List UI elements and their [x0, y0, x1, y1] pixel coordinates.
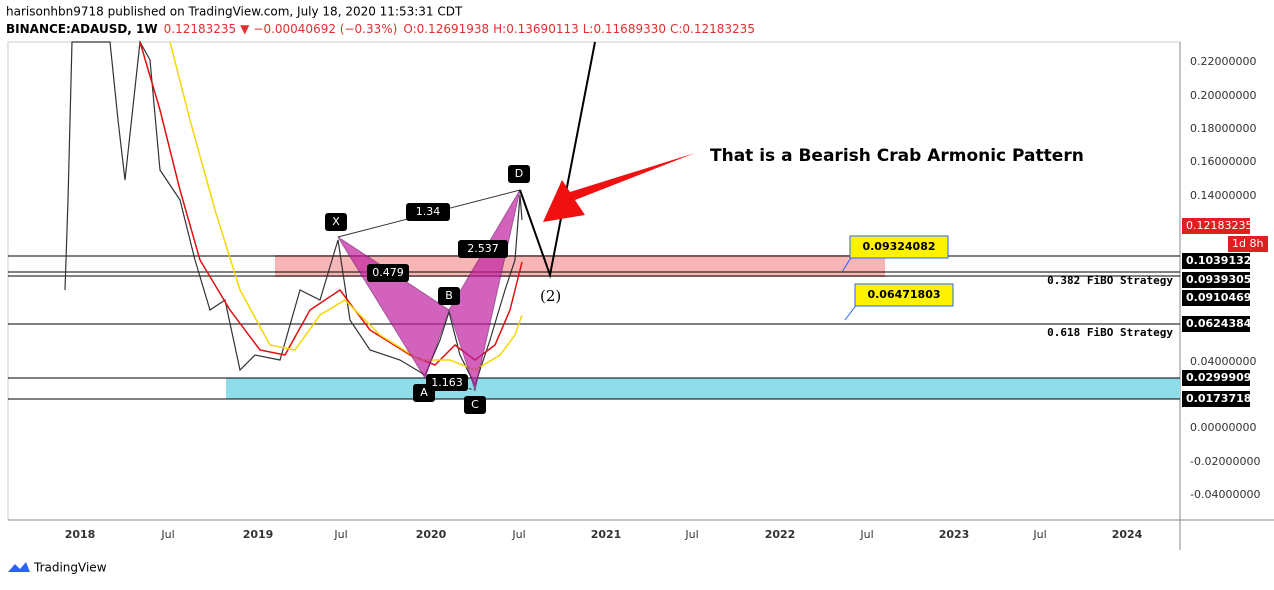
fibo-box: [854, 283, 954, 307]
publisher: harisonhbn9718 published on TradingView.…: [6, 5, 463, 19]
pattern-labels: [325, 165, 530, 414]
price-label-bg: [1182, 290, 1250, 306]
price-label-bg: [1182, 218, 1250, 234]
fibo-box: [849, 235, 949, 259]
price-label-bg: [1228, 236, 1268, 252]
price-label: 0.02999097: [1186, 371, 1259, 384]
time-tick: Jul: [684, 528, 698, 541]
fibo-name: 0.382 FiBO Strategy: [1047, 274, 1173, 287]
point-label: X: [332, 215, 340, 228]
price-label: 0.06243845: [1186, 317, 1259, 330]
price-label-bg: [1182, 316, 1250, 332]
time-tick: 2019: [243, 528, 274, 541]
price-tick: 0.04000000: [1190, 355, 1256, 368]
pattern-text: X A B C D 1.34 0.479 2.537 1.163: [332, 167, 523, 411]
ratio-label: 1.163: [431, 376, 463, 389]
ratio-label: 0.479: [372, 266, 404, 279]
price-label-bg: [1182, 272, 1250, 288]
time-tick: 2022: [765, 528, 796, 541]
price-label-bg: [1182, 391, 1250, 407]
symbol: BINANCE:ADAUSD, 1W: [6, 22, 158, 36]
chart-frame: [7, 41, 1181, 521]
price-label: 0.01737188: [1186, 392, 1259, 405]
price-tick: 0.22000000: [1190, 55, 1256, 68]
high: H:0.13690113: [493, 22, 579, 36]
callout-arrow: [543, 153, 695, 222]
last: 0.12183235: [164, 22, 237, 36]
fibo-value: 0.06471803: [867, 288, 940, 301]
price-label: 0.10391320: [1186, 254, 1259, 267]
price-tick: 0.14000000: [1190, 189, 1256, 202]
price-label-bg: [1182, 370, 1250, 386]
price-label-bg: [1182, 253, 1250, 269]
wave-label: (2): [540, 287, 561, 305]
time-tick: Jul: [511, 528, 525, 541]
time-tick: 2018: [65, 528, 96, 541]
point-label: B: [445, 289, 453, 302]
open: O:0.12691938: [403, 22, 489, 36]
point-label: A: [420, 386, 428, 399]
level-lines: [8, 255, 1180, 400]
price-label: 1d 8h: [1232, 237, 1263, 250]
projection: [519, 41, 596, 279]
time-tick: Jul: [1032, 528, 1046, 541]
time-tick: Jul: [160, 528, 174, 541]
time-tick: Jul: [859, 528, 873, 541]
fibo-value: 0.09324082: [862, 240, 935, 253]
low: L:0.11689330: [583, 22, 666, 36]
time-tick: Jul: [333, 528, 347, 541]
price-tick: 0.20000000: [1190, 89, 1256, 102]
fibo-connector: [844, 303, 858, 321]
price-label: 0.09104695: [1186, 291, 1259, 304]
logo: [8, 562, 30, 572]
point-label: D: [515, 167, 523, 180]
price-tick: 0.00000000: [1190, 421, 1256, 434]
price-label: 0.12183235: [1186, 219, 1252, 232]
ratio-label: 2.537: [467, 242, 499, 255]
price-tick: -0.02000000: [1190, 455, 1260, 468]
price-tick: -0.04000000: [1190, 488, 1260, 501]
ratio-label: 1.34: [416, 205, 441, 218]
time-tick: 2024: [1112, 528, 1143, 541]
footer: TradingView: [33, 561, 107, 575]
symbol-line: BINANCE:ADAUSD, 1W 0.12183235 ▼ −0.00040692…: [6, 22, 755, 36]
time-tick: 2023: [939, 528, 970, 541]
callout-text: That is a Bearish Crab Armonic Pattern: [710, 146, 1084, 166]
price-tick: 0.16000000: [1190, 155, 1256, 168]
fibo-name: 0.618 FiBO Strategy: [1047, 326, 1173, 339]
time-tick: 2020: [416, 528, 447, 541]
close: C:0.12183235: [670, 22, 755, 36]
change: −0.00040692 (−0.33%): [253, 22, 397, 36]
price-label: 0.09393058: [1186, 273, 1259, 286]
cyan-zone: [226, 378, 1180, 399]
point-label: C: [471, 398, 479, 411]
price-tick: 0.18000000: [1190, 122, 1256, 135]
fibo-connector: [841, 255, 853, 273]
time-tick: 2021: [591, 528, 622, 541]
moving-average-slow: [169, 41, 523, 371]
